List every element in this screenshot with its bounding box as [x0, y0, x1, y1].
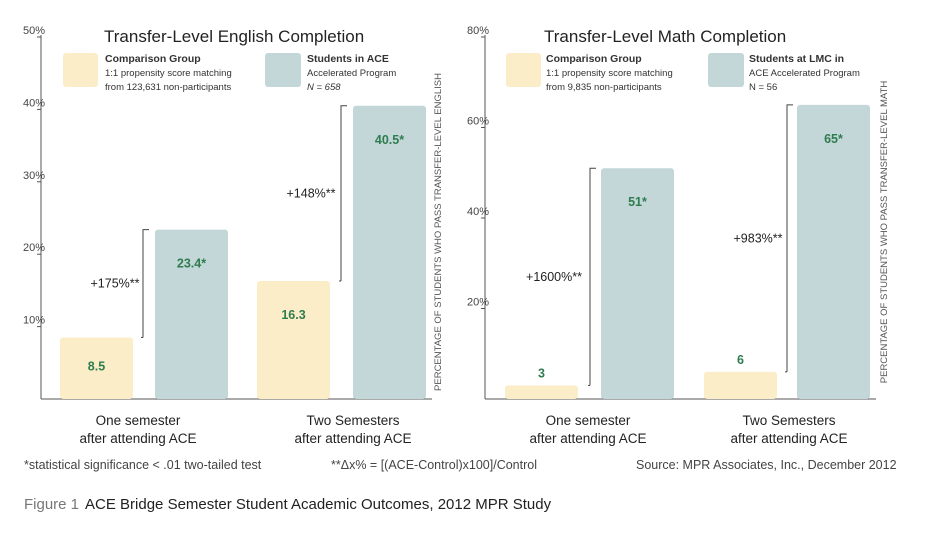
- category-label: after attending ACE: [294, 431, 411, 446]
- figure-caption-text: ACE Bridge Semester Student Academic Out…: [85, 496, 552, 513]
- bar-ace-english-one-semester: [155, 229, 228, 399]
- figure-caption: Figure 1 ACE Bridge Semester Student Acad…: [24, 496, 551, 513]
- value-label: 40.5*: [375, 133, 404, 147]
- english-y-tick-label: 30%: [23, 170, 45, 182]
- english-y-tick-label: 10%: [23, 315, 45, 327]
- difference-label: +175%**: [91, 277, 140, 291]
- bar-ace-english-two-semesters: [353, 105, 426, 399]
- category-label: Two Semesters: [742, 413, 835, 428]
- category-label: after attending ACE: [529, 431, 646, 446]
- difference-bracket: [142, 229, 149, 338]
- value-label: 8.5: [88, 359, 105, 373]
- figure-label: Figure 1: [24, 496, 80, 513]
- difference-bracket: [786, 104, 793, 372]
- category-label: after attending ACE: [730, 431, 847, 446]
- value-label: 6: [737, 353, 744, 367]
- value-label: 23.4*: [177, 257, 206, 271]
- difference-label: +983%**: [734, 231, 783, 245]
- category-label: after attending ACE: [79, 431, 196, 446]
- english-y-tick-label: 40%: [23, 97, 45, 109]
- english-chart-title: Transfer-Level English Completion: [104, 27, 364, 46]
- legend-title-students-at-lmc-in: Students at LMC in: [749, 53, 844, 65]
- legend-swatch-students-at-lmc-in: [708, 53, 744, 87]
- english-chart: Transfer-Level English Completion 10% 20% 3…: [23, 25, 444, 446]
- bar-comparison-english-two-semesters: [257, 280, 330, 399]
- math-y-tick-label: 40%: [467, 206, 489, 218]
- significance-note: *statistical significance < .01 two-tail…: [24, 458, 262, 472]
- legend-title-students-in-ace: Students in ACE: [307, 53, 389, 65]
- formula-note: **Δx% = [(ACE-Control)x100]/Control: [331, 458, 537, 472]
- english-y-tick-label: 50%: [23, 25, 45, 37]
- bar-ace-math-one-semester: [601, 168, 674, 399]
- legend-text-students-in-ace: N = 658: [307, 82, 341, 93]
- source-note: Source: MPR Associates, Inc., December 2…: [636, 458, 897, 472]
- value-label: 51*: [628, 195, 647, 209]
- difference-bracket: [340, 105, 347, 281]
- value-label: 65*: [824, 132, 843, 146]
- legend-text-students-at-lmc-in: ACE Accelerated Program: [749, 68, 860, 79]
- legend-text-students-at-lmc-in: N = 56: [749, 82, 777, 93]
- math-chart-title: Transfer-Level Math Completion: [544, 27, 786, 46]
- legend-title-comparison-group: Comparison Group: [546, 53, 642, 65]
- bar-comparison-math-one-semester: [505, 385, 578, 399]
- value-label: 3: [538, 366, 545, 380]
- category-label: One semester: [546, 413, 631, 428]
- legend-text-comparison-group: from 9,835 non-participants: [546, 82, 662, 93]
- bar-ace-math-two-semesters: [797, 104, 870, 399]
- difference-label: +1600%**: [526, 270, 582, 284]
- legend-text-comparison-group: from 123,631 non-participants: [105, 82, 231, 93]
- english-y-axis-label: PERCENTAGE OF STUDENTS WHO PASS TRANSFER…: [433, 73, 444, 391]
- legend-text-comparison-group: 1:1 propensity score matching: [105, 68, 232, 79]
- legend-title-comparison-group: Comparison Group: [105, 53, 201, 65]
- math-y-tick-label: 80%: [467, 25, 489, 37]
- math-chart: Transfer-Level Math Completion 20% 40% 60% 8…: [467, 25, 890, 446]
- english-y-tick-label: 20%: [23, 242, 45, 254]
- bar-comparison-english-one-semester: [60, 337, 133, 399]
- legend-text-comparison-group: 1:1 propensity score matching: [546, 68, 673, 79]
- math-y-tick-label: 60%: [467, 116, 489, 128]
- legend-text-students-in-ace: Accelerated Program: [307, 68, 396, 79]
- category-label: One semester: [96, 413, 181, 428]
- math-y-axis-label: PERCENTAGE OF STUDENTS WHO PASS TRANSFER…: [879, 81, 890, 384]
- value-label: 16.3: [281, 308, 305, 322]
- bar-comparison-math-two-semesters: [704, 371, 777, 399]
- legend-swatch-comparison-group: [506, 53, 541, 87]
- legend-swatch-comparison-group: [63, 53, 98, 87]
- difference-bracket: [589, 167, 596, 386]
- difference-label: +148%**: [287, 186, 336, 200]
- legend-swatch-students-in-ace: [265, 53, 301, 87]
- category-label: Two Semesters: [306, 413, 399, 428]
- math-y-tick-label: 20%: [467, 297, 489, 309]
